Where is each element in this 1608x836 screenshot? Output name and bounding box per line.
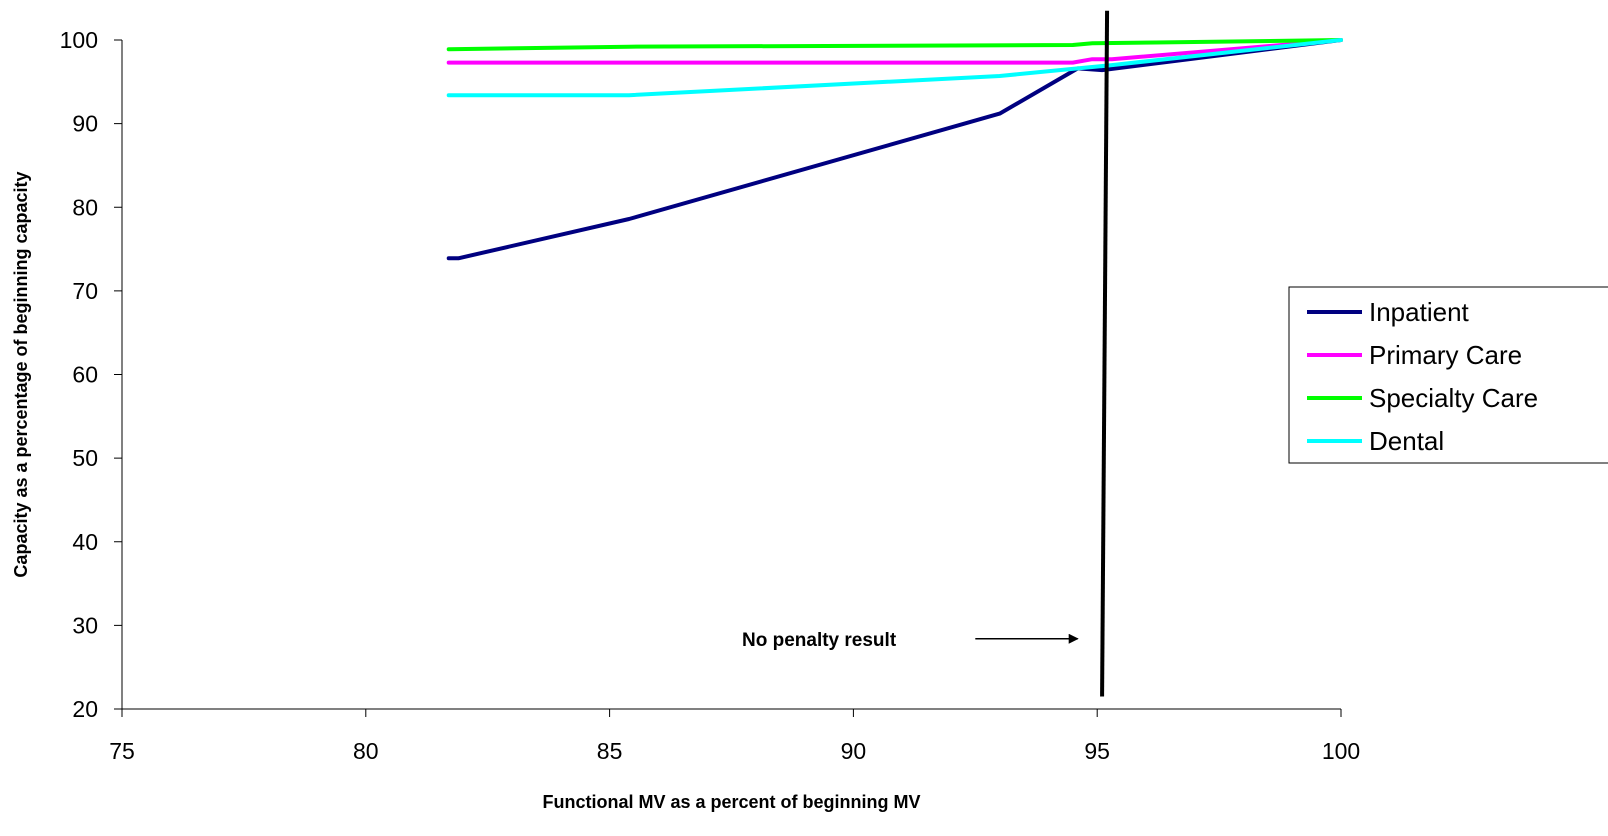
x-tick-label: 80 — [353, 738, 379, 764]
legend-box — [1288, 286, 1608, 464]
y-tick-label: 100 — [60, 27, 98, 53]
no-penalty-reference-line — [1100, 10, 1110, 697]
y-tick-label: 40 — [72, 529, 98, 555]
x-tick-label: 90 — [841, 738, 867, 764]
y-axis-ticks: 20 30 40 50 60 70 80 90 100 — [60, 27, 122, 722]
series-line-inpatient — [446, 38, 1343, 261]
series-line-primary-care — [446, 38, 1343, 65]
legend: Inpatient Primary Care Specialty Care Denta… — [1288, 286, 1608, 464]
y-tick-label: 90 — [72, 111, 98, 137]
x-tick-label: 85 — [597, 738, 623, 764]
annotation-text: No penalty result — [742, 630, 897, 651]
legend-label-inpatient: Inpatient — [1369, 297, 1470, 327]
plot-area: 75 80 85 90 95 100 20 30 40 50 60 70 80 90 100 No pen… — [60, 10, 1360, 764]
y-tick-label: 70 — [72, 278, 98, 304]
legend-label-dental: Dental — [1369, 426, 1444, 456]
y-tick-label: 30 — [72, 612, 98, 638]
x-axis-title: Functional MV as a percent of beginning … — [542, 792, 920, 812]
annotation: No penalty result — [742, 630, 1079, 651]
y-tick-label: 20 — [72, 696, 98, 722]
x-tick-label: 95 — [1084, 738, 1110, 764]
legend-label-primary-care: Primary Care — [1369, 340, 1522, 370]
legend-label-specialty-care: Specialty Care — [1369, 383, 1538, 413]
series-lines — [446, 38, 1343, 261]
legend-items: Inpatient Primary Care Specialty Care Denta… — [1307, 297, 1538, 456]
y-tick-label: 60 — [72, 362, 98, 388]
y-tick-label: 50 — [72, 445, 98, 471]
x-axis-ticks: 75 80 85 90 95 100 — [109, 709, 1360, 764]
series-line-specialty-care — [446, 38, 1343, 52]
y-axis-title: Capacity as a percentage of beginning ca… — [11, 171, 31, 577]
y-tick-label: 80 — [72, 194, 98, 220]
x-tick-label: 75 — [109, 738, 135, 764]
series-line-dental — [446, 38, 1343, 98]
x-tick-label: 100 — [1322, 738, 1360, 764]
